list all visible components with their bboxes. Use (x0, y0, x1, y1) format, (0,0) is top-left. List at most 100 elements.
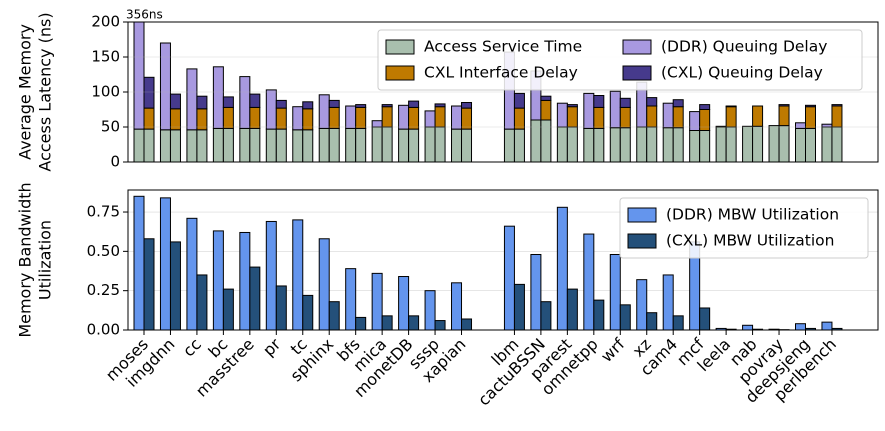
bar (328, 301, 340, 331)
cxl-queuing-segment (196, 95, 208, 110)
top-plot (133, 22, 843, 162)
x-tick-label: pr (259, 334, 285, 360)
ddr-service-segment (583, 127, 595, 162)
cxl-queuing-segment (434, 103, 446, 108)
legend-swatch (627, 207, 657, 223)
legend-swatch (622, 65, 652, 81)
y-axis-label: Utilization (36, 220, 55, 300)
ddr-service-segment (398, 128, 410, 162)
ddr-queuing-segment (424, 110, 436, 128)
y-tick-label: 0.50 (87, 242, 120, 260)
ddr-queuing-segment (239, 76, 251, 129)
ddr-service-segment (768, 125, 780, 162)
y-tick-label: 0.25 (87, 281, 120, 299)
legend-label: (DDR) Queuing Delay (661, 38, 827, 56)
cxl-service-segment (619, 127, 631, 162)
legend-swatch (622, 39, 652, 55)
cxl-queuing-segment (513, 92, 525, 109)
ddr-queuing-segment (556, 102, 568, 128)
cxl-queuing-segment (302, 101, 314, 110)
bar (672, 315, 684, 331)
bar (424, 290, 436, 331)
bar (265, 220, 277, 331)
cxl-service-segment (143, 128, 155, 162)
bar (593, 299, 605, 331)
cxl-queuing-segment (275, 99, 287, 109)
cxl-interface-segment (249, 106, 261, 129)
cxl-service-segment (355, 127, 367, 162)
cxl-interface-segment (143, 107, 155, 130)
cxl-interface-segment (222, 106, 234, 129)
bar (636, 279, 648, 331)
y-tick-label: 0.00 (87, 321, 120, 339)
cxl-service-segment (752, 125, 764, 162)
cxl-service-segment (381, 126, 393, 162)
bar (212, 230, 224, 331)
cxl-service-segment (169, 129, 181, 162)
ddr-service-segment (371, 126, 383, 162)
plot-frame (127, 189, 879, 331)
y-axis-label: Average Memory (16, 24, 35, 160)
bar (556, 206, 568, 331)
bar (513, 283, 525, 331)
cxl-queuing-segment (805, 104, 816, 108)
bar (318, 238, 330, 331)
ddr-queuing-segment (451, 105, 463, 130)
cxl-interface-segment (275, 107, 287, 130)
cxl-service-segment (646, 126, 658, 162)
legend-label: (DDR) MBW Utilization (666, 206, 839, 224)
y-tick-label: 0 (110, 153, 120, 171)
cxl-queuing-segment (593, 95, 605, 108)
cxl-queuing-segment (646, 97, 658, 107)
cxl-queuing-segment (699, 104, 711, 110)
bar (503, 225, 515, 331)
ddr-queuing-segment (345, 105, 357, 129)
legend-label: Access Service Time (424, 38, 582, 56)
cxl-interface-segment (778, 105, 790, 127)
cxl-queuing-segment (381, 104, 393, 108)
legend-box (619, 197, 869, 259)
cxl-service-segment (805, 127, 816, 162)
cxl-service-segment (434, 126, 446, 162)
cxl-interface-segment (672, 106, 684, 129)
cxl-interface-segment (646, 105, 658, 128)
ddr-service-segment (451, 128, 463, 162)
legend-swatch (627, 233, 657, 249)
cxl-interface-segment (752, 105, 764, 127)
cxl-queuing-segment (222, 96, 234, 108)
cxl-service-segment (831, 126, 843, 162)
cxl-queuing-segment (778, 104, 790, 107)
bar (292, 219, 304, 331)
y-tick-label: 100 (91, 83, 120, 101)
cxl-interface-segment (169, 108, 181, 131)
cxl-interface-segment (302, 108, 314, 131)
bar (451, 282, 463, 331)
ddr-queuing-segment (795, 122, 806, 129)
plot-frame (127, 21, 879, 163)
cxl-queuing-segment (831, 104, 843, 107)
ddr-service-segment (530, 119, 542, 162)
cxl-queuing-segment (408, 100, 420, 108)
cxl-queuing-segment (566, 104, 578, 108)
y-tick-label: 50 (101, 118, 120, 136)
cxl-queuing-segment (328, 99, 340, 108)
ddr-queuing-segment (159, 42, 171, 131)
cxl-service-segment (275, 128, 287, 162)
y-axis-label: Memory Bandwidth (16, 182, 35, 337)
legend-box (377, 29, 863, 91)
cxl-interface-segment (540, 99, 552, 121)
bar (662, 274, 674, 331)
bar (434, 320, 446, 331)
bar (222, 288, 234, 331)
legend-swatch (385, 39, 415, 55)
cxl-interface-segment (355, 106, 367, 129)
ddr-service-segment (556, 126, 568, 162)
ddr-service-segment (742, 125, 754, 162)
ddr-service-segment (292, 129, 304, 162)
bar (619, 304, 631, 331)
cxl-interface-segment (434, 106, 446, 128)
bar (540, 301, 552, 331)
bar (530, 253, 542, 331)
cxl-queuing-segment (355, 104, 367, 108)
